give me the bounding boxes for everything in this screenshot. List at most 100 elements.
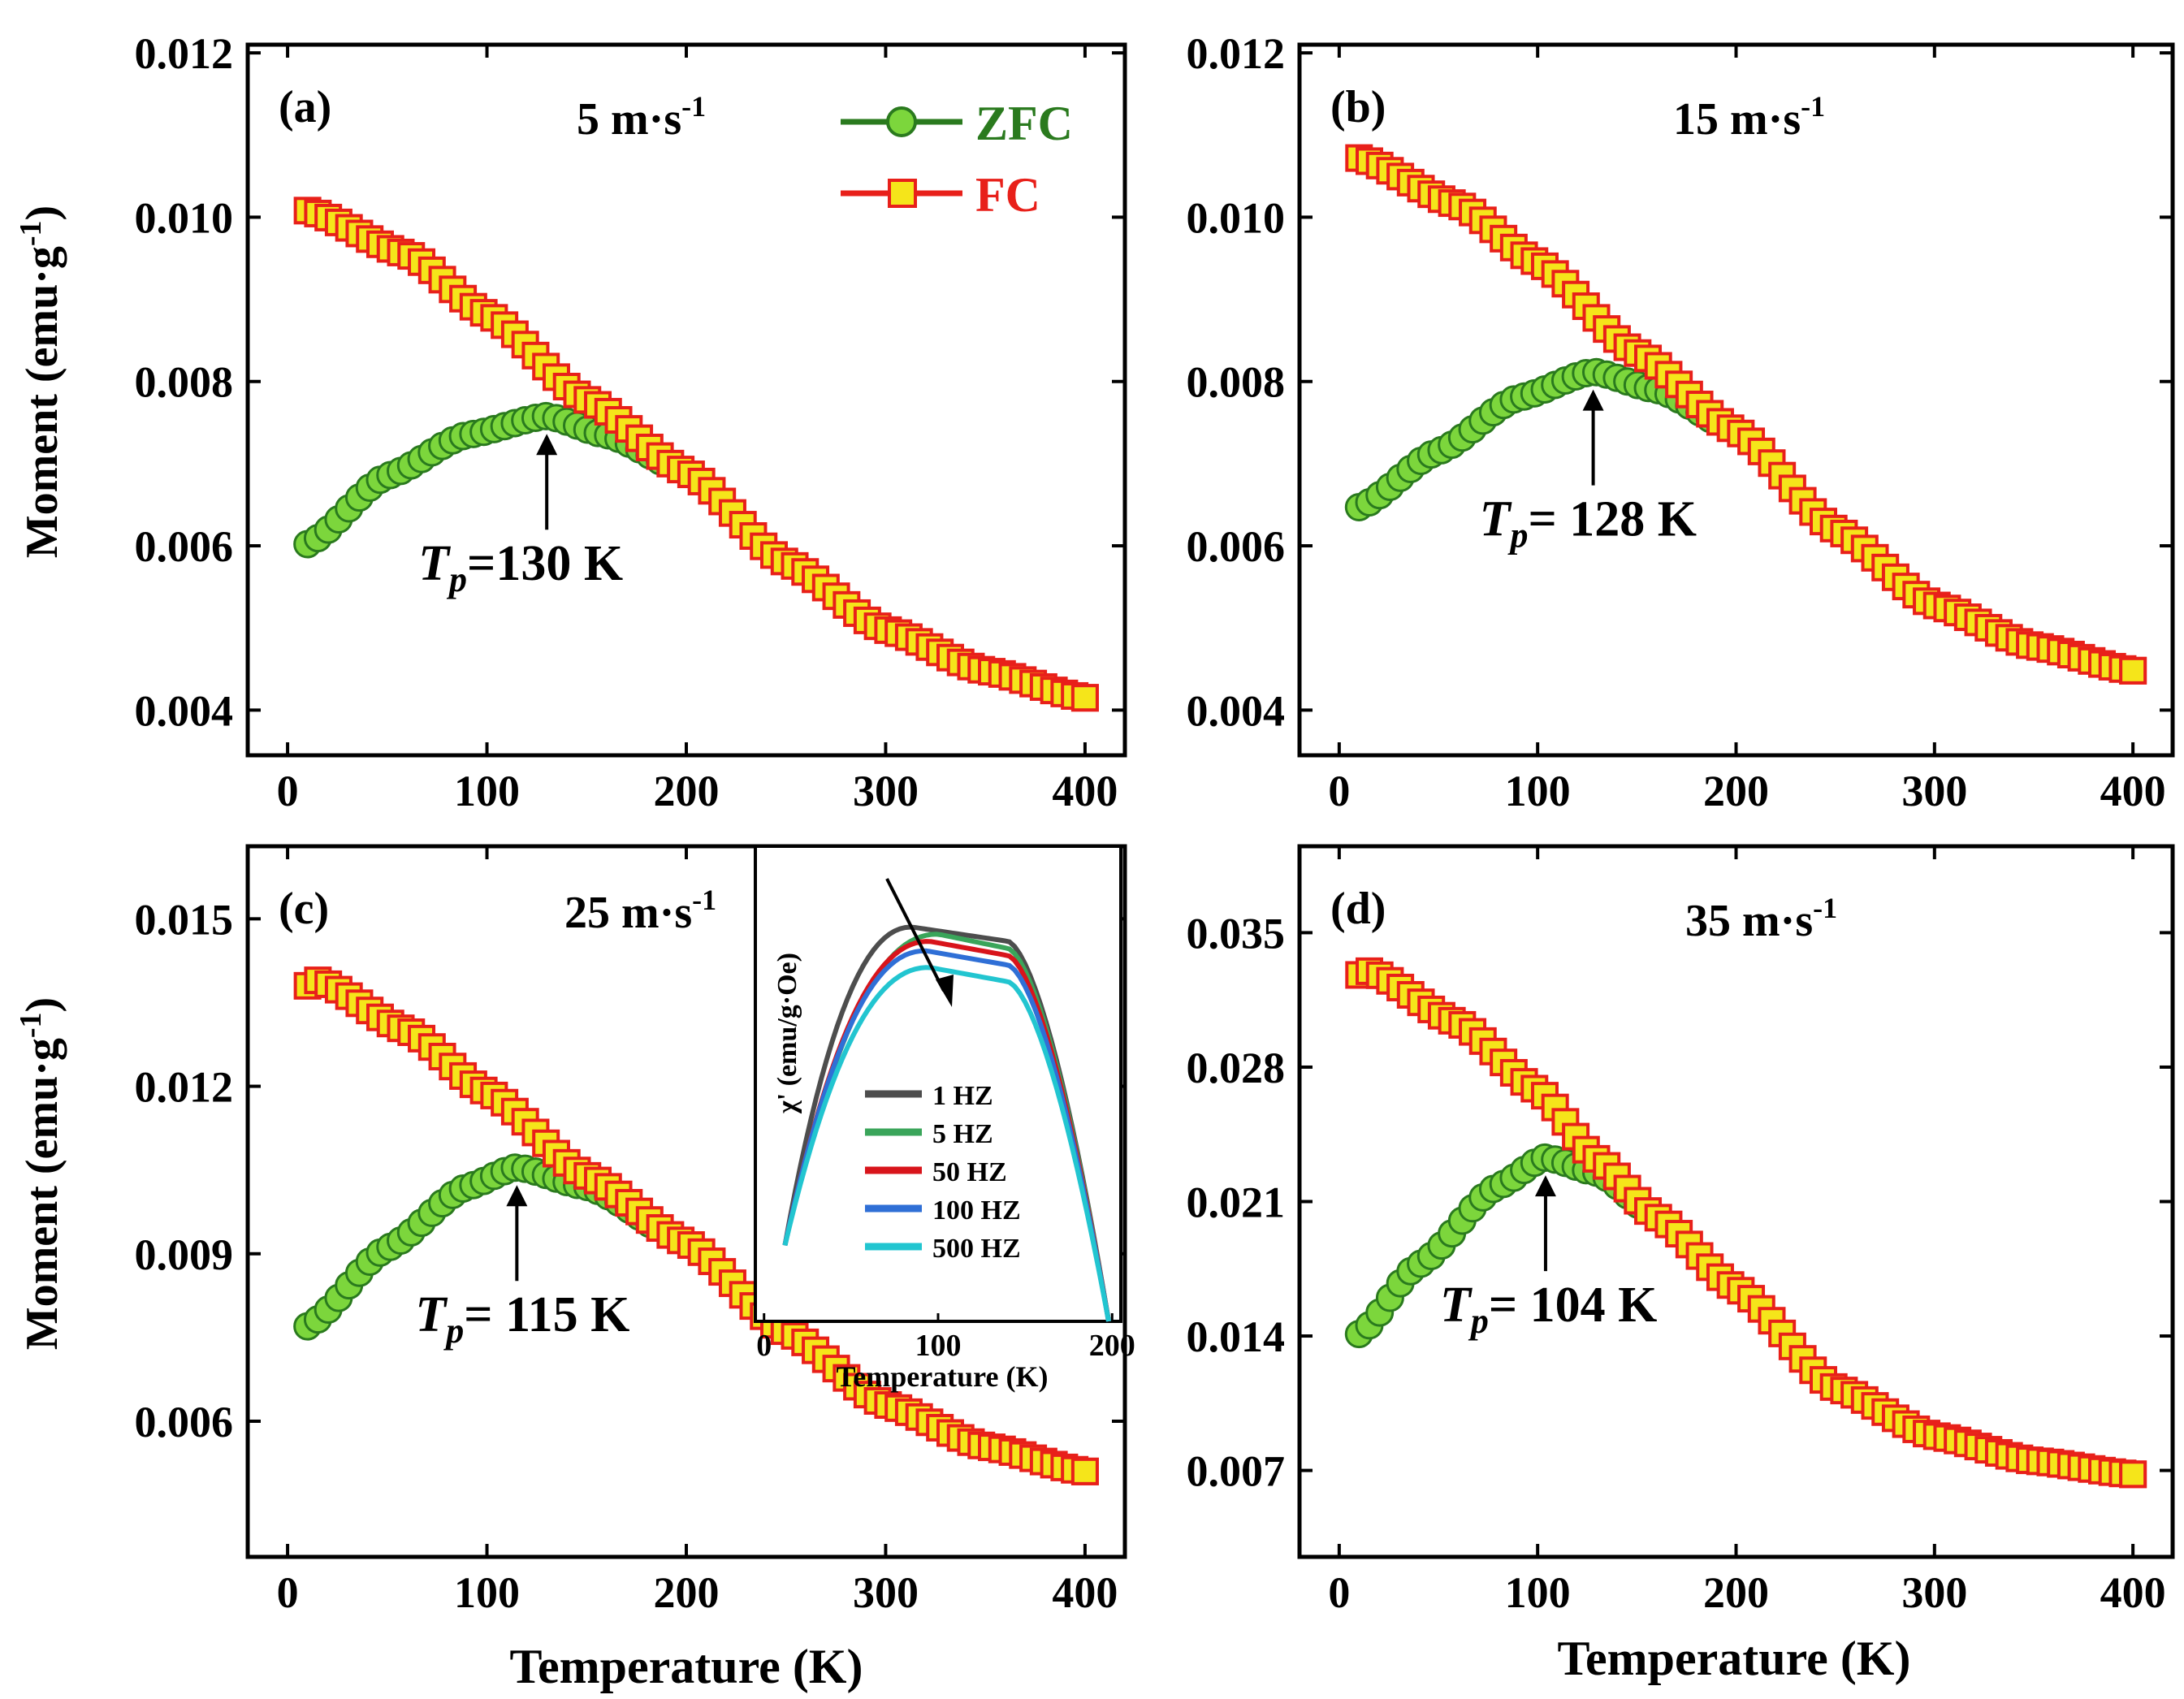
y-tick-label: 0.012	[135, 1063, 234, 1112]
y-tick-label: 0.008	[135, 358, 234, 407]
tp-arrowhead	[536, 434, 558, 456]
speed-value: 15 m·s	[1673, 94, 1801, 145]
panel-label: (a)	[279, 82, 331, 132]
y-tick-label: 0.006	[135, 1398, 234, 1446]
x-tick-label: 300	[1901, 767, 1967, 815]
inset-legend-label: 1 HZ	[932, 1081, 993, 1111]
panel-label: (c)	[279, 884, 329, 934]
plot-frame	[245, 42, 1127, 758]
panel-label: (b)	[1330, 82, 1386, 132]
y-tick-label: 0.010	[135, 193, 234, 242]
inset-x-label: Temperature (K)	[837, 1360, 1049, 1393]
legend-label-fc: FC	[975, 168, 1040, 222]
y-tick-label: 0.015	[135, 895, 234, 944]
x-tick-label: 300	[1901, 1568, 1967, 1617]
x-tick-label: 200	[654, 1568, 720, 1617]
speed-label: 25 m·s-1	[564, 884, 716, 938]
x-tick-label: 0	[277, 767, 299, 815]
speed-sup: -1	[1801, 90, 1825, 123]
y-tick-label: 0.006	[135, 522, 234, 571]
fc-point	[1070, 684, 1099, 712]
x-tick-label: 400	[2100, 767, 2166, 815]
x-tick-label: 300	[853, 767, 919, 815]
inset-legend-label: 50 HZ	[932, 1157, 1007, 1187]
y-tick-label: 0.007	[1187, 1447, 1286, 1496]
inset-series-line	[782, 948, 1111, 1322]
inset-chart: 0 100 200 Temperature (K) χ' (emu/g·Oe) 1 HZ 5…	[754, 845, 1135, 1393]
y-axis-label-top: Moment (emu·g-1)	[14, 205, 67, 558]
panel-a: 0 100 200 300 400 0.004 0.006 0.008 0.010 0.012 (a…	[135, 29, 1127, 815]
tp-value: = 104 K	[1489, 1277, 1658, 1333]
inset-legend-label: 5 HZ	[932, 1119, 993, 1149]
panel-c: 0 100 200 300 400 0.006 0.009 0.012 0.015 (c) 25 m…	[135, 844, 1135, 1617]
x-axis-label-left: Temperature (K)	[510, 1640, 863, 1693]
inset-x-tick-label: 0	[756, 1329, 772, 1363]
x-tick-label: 400	[1052, 767, 1118, 815]
y-tick-label: 0.009	[135, 1230, 234, 1279]
tp-subscript: p	[446, 560, 467, 599]
y-tick-label: 0.010	[1187, 193, 1286, 242]
inset-series-line	[782, 965, 1111, 1322]
tp-subscript: p	[1507, 516, 1528, 556]
y-tick-label: 0.021	[1187, 1178, 1286, 1227]
y-tick-label: 0.035	[1187, 909, 1286, 958]
y-tick-label: 0.012	[135, 29, 234, 78]
x-tick-label: 100	[1505, 767, 1571, 815]
tp-value: = 115 K	[464, 1287, 629, 1342]
x-tick-label: 200	[654, 767, 720, 815]
x-tick-label: 0	[1328, 1568, 1350, 1617]
fc-point	[2119, 1460, 2147, 1489]
tp-arrowhead	[506, 1185, 528, 1207]
inset-x-tick-label: 100	[915, 1329, 962, 1363]
tp-symbol: T	[418, 536, 451, 591]
speed-label: 5 m·s-1	[577, 90, 706, 145]
x-tick-label: 0	[277, 1568, 299, 1617]
y-axis-label-bottom: Moment (emu·g-1)	[14, 997, 67, 1350]
legend-marker-zfc	[886, 106, 917, 137]
x-tick-label: 200	[1703, 767, 1769, 815]
tp-value: = 128 K	[1528, 492, 1697, 547]
speed-value: 35 m·s	[1685, 896, 1813, 946]
speed-label: 35 m·s-1	[1685, 892, 1837, 946]
x-tick-label: 100	[1505, 1568, 1571, 1617]
x-tick-label: 100	[454, 767, 520, 815]
tp-value: =130 K	[467, 536, 623, 591]
x-tick-label: 0	[1328, 767, 1350, 815]
tp-subscript: p	[1468, 1301, 1489, 1341]
y-tick-label: 0.004	[1187, 686, 1286, 735]
y-tick-label: 0.012	[1187, 29, 1286, 78]
x-tick-label: 200	[1703, 1568, 1769, 1617]
tp-label: Tp=130 K	[418, 536, 623, 599]
tp-label: Tp= 128 K	[1480, 492, 1697, 556]
fc-point	[2119, 656, 2147, 685]
panel-b: 0 100 200 300 400 0.004 0.006 0.008 0.010 0.012 (b…	[1187, 29, 2175, 815]
inset-legend-label: 500 HZ	[932, 1234, 1021, 1264]
speed-value: 25 m·s	[564, 888, 692, 938]
y-tick-label: 0.004	[135, 686, 234, 735]
legend-marker-fc	[888, 179, 917, 208]
inset-y-label: χ' (emu/g·Oe)	[772, 953, 802, 1114]
x-axis-label-right: Temperature (K)	[1558, 1632, 1911, 1685]
tp-symbol: T	[415, 1287, 448, 1342]
panel-label: (d)	[1330, 884, 1386, 934]
x-tick-label: 400	[2100, 1568, 2166, 1617]
tp-subscript: p	[443, 1311, 464, 1351]
x-tick-label: 100	[454, 1568, 520, 1617]
tp-arrowhead	[1582, 389, 1604, 411]
tp-symbol: T	[1480, 492, 1512, 547]
inset-trend-arrowhead	[936, 975, 954, 1007]
panel-d: 0 100 200 300 400 0.007 0.014 0.021 0.028 0.035 (d…	[1187, 844, 2175, 1617]
fc-point	[1070, 1457, 1099, 1485]
tp-label: Tp= 115 K	[415, 1287, 629, 1351]
y-tick-label: 0.006	[1187, 522, 1286, 571]
legend-label-zfc: ZFC	[975, 97, 1073, 150]
x-tick-label: 300	[853, 1568, 919, 1617]
y-tick-label: 0.028	[1187, 1044, 1286, 1092]
inset-x-tick-label: 200	[1089, 1329, 1135, 1363]
tp-arrowhead	[1534, 1175, 1556, 1197]
speed-label: 15 m·s-1	[1673, 90, 1825, 145]
x-tick-label: 400	[1052, 1568, 1118, 1617]
inset-legend-label: 100 HZ	[932, 1195, 1021, 1226]
y-tick-label: 0.014	[1187, 1312, 1286, 1361]
